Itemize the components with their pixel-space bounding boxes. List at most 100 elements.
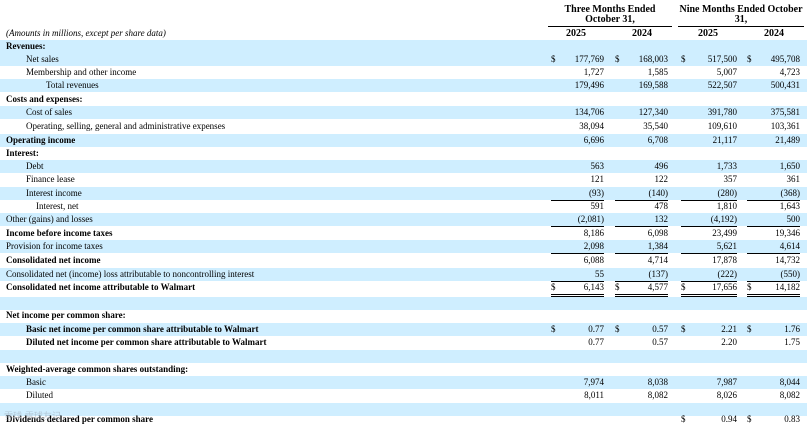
row-value: 0.57 <box>652 324 668 334</box>
header-three-underline <box>548 26 672 27</box>
table-row: Consolidated net income attributable to … <box>0 281 807 297</box>
row-label: Provision for income taxes <box>6 241 103 251</box>
row-value: 496 <box>654 161 669 171</box>
currency-symbol: $ <box>747 282 752 292</box>
row-value: 1,585 <box>615 66 668 80</box>
table-row: Consolidated net income 6,088 4,714 17,878 1… <box>0 254 807 267</box>
header-nine-underline <box>678 26 804 27</box>
row-label: Consolidated net (income) loss attributa… <box>6 269 255 279</box>
row-value: (222) <box>681 268 737 282</box>
row-value: (2,081) <box>551 213 604 227</box>
table-row: Dividends declared per common share 0.94 $… <box>0 413 807 426</box>
row-value: 8,186 <box>583 228 604 238</box>
row-value: 2,098 <box>551 240 604 254</box>
row-value: 8,026 <box>716 390 737 400</box>
row-value: 2.20 <box>721 337 737 347</box>
row-value: (4,192) <box>681 213 737 227</box>
currency-symbol: $ <box>551 324 556 334</box>
row-value: 375,581 <box>770 107 800 117</box>
row-label: Other (gains) and losses <box>6 214 93 224</box>
currency-symbol: $ <box>681 414 686 424</box>
header-nine-months: Nine Months Ended October 31, <box>679 4 803 25</box>
table-row: Debt 563 496 1,733 1,650 <box>0 160 807 173</box>
row-value: 19,346 <box>775 228 800 238</box>
row-value: 7,987 <box>716 377 737 387</box>
row-value: 122 <box>654 174 669 184</box>
row-label: Interest: <box>6 148 39 158</box>
row-value: 4,723 <box>747 66 800 80</box>
table-row: Interest, net 591 478 1,810 1,643 <box>0 200 807 213</box>
table-row: Income before income taxes 8,186 6,098 23,4… <box>0 227 807 240</box>
table-row: Operating, selling, general and administ… <box>0 120 807 133</box>
row-label: Operating income <box>6 135 76 145</box>
row-value: 1.75 <box>784 337 800 347</box>
row-value: 6,088 <box>583 255 604 265</box>
row-value: 17,656 <box>681 281 737 297</box>
row-value: 6,143 <box>551 281 604 297</box>
row-value: 1,727 <box>551 66 604 80</box>
row-value: 8,038 <box>647 377 668 387</box>
header-three-months: Three Months Ended October 31, <box>564 4 656 25</box>
row-value: 103,361 <box>770 121 800 131</box>
currency-symbol: $ <box>551 54 556 64</box>
row-value: 6,696 <box>583 135 604 145</box>
row-value: 1,643 <box>779 201 800 211</box>
table-row <box>0 403 807 416</box>
row-value: 8,011 <box>584 390 604 400</box>
table-row: Other (gains) and losses (2,081) 132 (4,192… <box>0 213 807 227</box>
row-value: 522,507 <box>707 80 737 90</box>
table-row: Revenues: <box>0 40 807 53</box>
row-value: 8,082 <box>779 390 800 400</box>
currency-symbol: $ <box>681 282 686 292</box>
table-row: Basic net income per common share attrib… <box>0 323 807 336</box>
row-label: Total revenues <box>46 80 99 90</box>
row-label: Net sales <box>26 54 59 64</box>
table-row: Total revenues 179,496 169,588 522,507 500,4… <box>0 79 807 92</box>
row-value: 563 <box>590 161 605 171</box>
row-value: 2.21 <box>721 324 737 334</box>
row-value: 169,588 <box>638 80 668 90</box>
table-row: Net income per common share: <box>0 309 807 322</box>
row-label: Costs and expenses: <box>6 94 83 104</box>
row-value: 21,489 <box>775 135 800 145</box>
row-value: (137) <box>615 268 668 282</box>
row-value: 38,094 <box>579 121 604 131</box>
row-label: Basic <box>26 377 46 387</box>
row-value: 1.76 <box>784 324 800 334</box>
currency-symbol: $ <box>681 54 686 64</box>
row-value: 0.57 <box>652 337 668 347</box>
row-value: (550) <box>747 268 800 282</box>
currency-symbol: $ <box>551 282 556 292</box>
row-value: 391,780 <box>707 107 737 117</box>
row-label: Basic net income per common share attrib… <box>26 324 259 334</box>
row-value: 168,003 <box>638 54 668 64</box>
row-value: 5,007 <box>681 66 737 80</box>
table-row: Interest: <box>0 147 807 160</box>
row-value: (140) <box>615 187 668 201</box>
row-value: 4,577 <box>615 281 668 297</box>
watermark: 雪球 雪球友记 <box>4 412 61 422</box>
row-value: 14,732 <box>775 255 800 265</box>
row-value: 21,117 <box>712 135 737 145</box>
table-row: Operating income 6,696 6,708 21,117 21,489 <box>0 134 807 147</box>
row-value: 0.83 <box>784 414 800 424</box>
row-value: 177,769 <box>574 54 604 64</box>
table-row: Diluted 8,011 8,082 8,026 8,082 <box>0 389 807 402</box>
table-row: Interest income (93) (140) (280) (368) <box>0 187 807 201</box>
row-value: 0.77 <box>588 337 604 347</box>
row-label: Weighted-average common shares outstandi… <box>6 364 189 374</box>
table-row: Costs and expenses: <box>0 93 807 106</box>
row-value: (280) <box>681 187 737 201</box>
row-value: 132 <box>615 213 668 227</box>
table-row: Finance lease 121 122 357 361 <box>0 173 807 186</box>
row-value: 361 <box>786 174 801 184</box>
row-value: 500,431 <box>770 80 800 90</box>
row-value: (93) <box>551 187 604 201</box>
row-label: Finance lease <box>26 174 75 184</box>
row-value: 357 <box>723 174 738 184</box>
currency-symbol: $ <box>747 414 752 424</box>
row-value: 0.94 <box>721 414 737 424</box>
row-value: 134,706 <box>574 107 604 117</box>
row-value: 14,182 <box>747 281 800 297</box>
row-label: Debt <box>26 161 44 171</box>
